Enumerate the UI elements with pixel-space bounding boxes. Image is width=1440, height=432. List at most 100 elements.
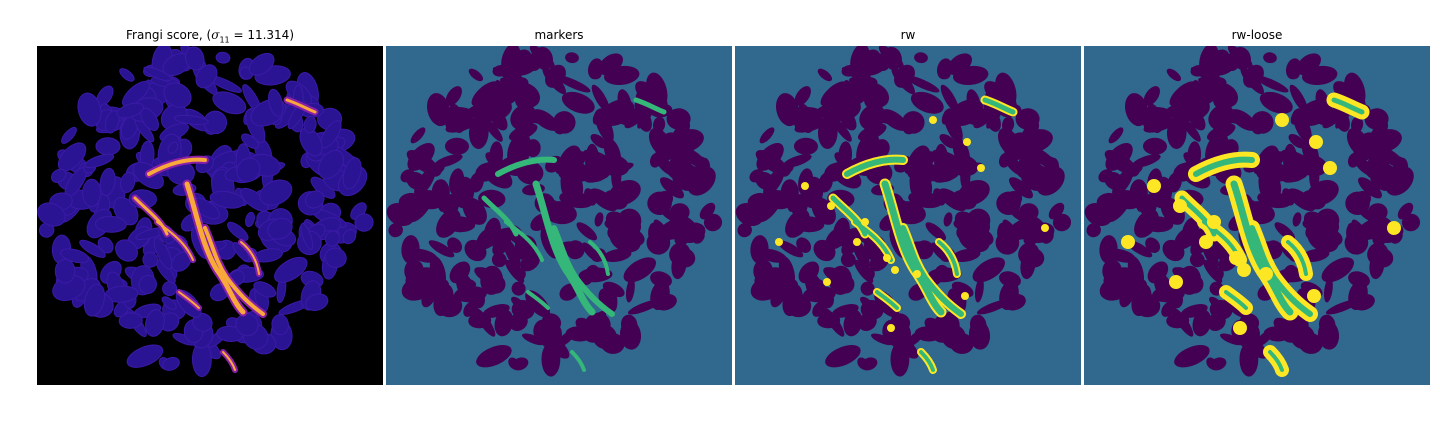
segmented-spot [1309, 135, 1323, 149]
blob-region [1084, 202, 1113, 227]
blob-region [1283, 158, 1307, 182]
segmented-spot [1307, 289, 1321, 303]
blob-region [1023, 230, 1038, 247]
blob-region [469, 172, 484, 193]
rwloose-image [1084, 46, 1430, 385]
blob-region [510, 104, 537, 131]
blob-region [505, 259, 525, 284]
blob-region [943, 212, 953, 227]
blob-region [324, 230, 340, 247]
blob-region [167, 141, 179, 154]
blob-region [489, 141, 504, 170]
blob-region [819, 114, 837, 140]
segmented-spot [913, 270, 921, 278]
blob-region [153, 237, 173, 270]
blob-region [462, 197, 487, 225]
blob-region [83, 283, 106, 317]
vessel-segment [900, 225, 964, 317]
segmented-spot [853, 238, 861, 246]
blob-region [342, 157, 362, 190]
vessel-segment [1286, 240, 1308, 276]
blob-region [523, 115, 558, 125]
blob-region [667, 150, 693, 179]
segmented-spot [1169, 275, 1183, 289]
blob-region [215, 51, 231, 64]
blob-region [594, 212, 604, 227]
blob-region [324, 247, 347, 268]
blob-region [890, 313, 911, 332]
blob-region [274, 256, 308, 283]
vessel-segment [1331, 97, 1365, 115]
blob-region [259, 179, 293, 206]
blob-region [817, 312, 841, 329]
blob-region [541, 313, 562, 332]
blob-region [584, 313, 608, 336]
blob-region [998, 223, 1011, 250]
blob-region [974, 277, 984, 303]
blob-region [1187, 108, 1206, 131]
blob-region [1166, 312, 1190, 329]
blob-region [236, 157, 261, 183]
vessel-segment [178, 291, 200, 309]
blob-region [648, 127, 672, 156]
segmented-spot [1147, 179, 1161, 193]
blob-region [556, 75, 591, 93]
blob-region [50, 168, 67, 183]
blob-region [782, 154, 812, 168]
blob-region [794, 86, 811, 106]
blob-region [1052, 213, 1072, 232]
blob-region [303, 116, 317, 134]
blob-region [1321, 257, 1355, 283]
blob-region [471, 81, 499, 107]
blob-region [1367, 120, 1389, 148]
blob-region [972, 257, 1006, 283]
blob-region [1143, 86, 1160, 106]
blob-region [794, 137, 818, 155]
blob-region [1143, 137, 1167, 155]
blob-region [511, 281, 526, 296]
blob-region [483, 118, 503, 142]
segmented-spot [961, 292, 969, 300]
blob-region [860, 296, 875, 310]
blob-region [1145, 237, 1161, 254]
blob-region [1292, 109, 1312, 143]
blob-region [840, 252, 856, 268]
blob-region [997, 127, 1021, 156]
blob-region [620, 314, 638, 335]
blob-region [1168, 114, 1186, 140]
vessel-segment [633, 97, 667, 115]
blob-region [1209, 296, 1224, 310]
blob-region [925, 222, 947, 241]
blob-region [825, 345, 861, 368]
blob-region [591, 84, 610, 113]
blob-region [798, 168, 814, 196]
blob-region [145, 309, 165, 337]
blob-region [468, 68, 484, 82]
blob-region [1190, 67, 1219, 81]
blob-region [143, 66, 172, 82]
vessel-segment [532, 180, 596, 316]
blob-region [933, 313, 957, 336]
segmented-spot [1387, 221, 1401, 235]
blob-region [1253, 151, 1286, 175]
blob-region [669, 120, 691, 148]
blob-region [598, 53, 623, 76]
blob-region [1186, 275, 1204, 294]
blob-region [431, 179, 450, 207]
blob-region [576, 222, 598, 241]
segmented-spot [1275, 113, 1289, 127]
segmented-spot [1323, 161, 1337, 175]
segmented-spot [883, 254, 891, 262]
blob-region [910, 91, 944, 114]
markers-panel-title: markers [534, 28, 584, 42]
blob-region [1323, 277, 1333, 303]
blob-region [1187, 141, 1202, 170]
blob-region [553, 111, 576, 134]
blob-region [594, 109, 614, 143]
blob-region [1181, 118, 1201, 142]
blob-region [803, 110, 818, 133]
blob-region [468, 312, 492, 329]
blob-region [966, 89, 981, 117]
blob-region [1210, 53, 1238, 76]
blob-region [54, 258, 76, 284]
